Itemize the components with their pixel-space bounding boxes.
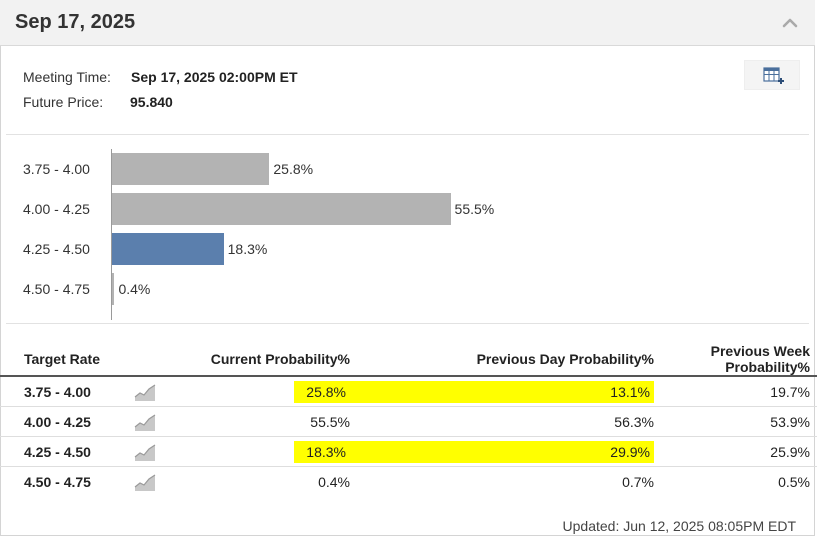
current-probability-cell: 0.4%: [194, 467, 350, 497]
col-current-probability[interactable]: Current Probability%: [194, 343, 350, 376]
previous-week-probability-cell: 19.7%: [654, 376, 817, 407]
probability-value: 53.9%: [770, 414, 810, 430]
target-rate-label: 3.75 - 4.00: [24, 384, 91, 400]
chart-category-label: 4.25 - 4.50: [23, 241, 90, 257]
previous-week-probability-cell: 0.5%: [654, 467, 817, 497]
table-row: 4.50 - 4.75 0.4% 0.7% 0.5%: [0, 467, 817, 497]
future-price-value: 95.840: [130, 94, 173, 110]
divider: [6, 323, 809, 324]
probability-value: 56.3%: [614, 414, 654, 430]
previous-day-probability-cell: 13.1%: [350, 376, 654, 407]
meeting-time-value: Sep 17, 2025 02:00PM ET: [131, 69, 298, 85]
probability-value: 0.7%: [622, 474, 654, 490]
table-row: 4.00 - 4.25 55.5% 56.3% 53.9%: [0, 407, 817, 437]
divider: [6, 134, 809, 135]
highlighted-value: 29.9%: [350, 441, 654, 463]
highlighted-value: 18.3%: [294, 441, 350, 463]
previous-day-probability-cell: 56.3%: [350, 407, 654, 437]
target-rate-cell: 3.75 - 4.00: [0, 376, 134, 407]
chart-bar: [112, 273, 114, 305]
col-target-rate[interactable]: Target Rate: [0, 343, 134, 376]
table-row: 4.25 - 4.50 18.3% 29.9% 25.9%: [0, 437, 817, 467]
target-rate-label: 4.00 - 4.25: [24, 414, 91, 430]
chart-category-label: 3.75 - 4.00: [23, 161, 90, 177]
current-probability-cell: 18.3%: [194, 437, 350, 467]
table-row: 3.75 - 4.00 25.8% 13.1% 19.7%: [0, 376, 817, 407]
panel-header[interactable]: Sep 17, 2025: [0, 0, 815, 46]
probability-value: 0.5%: [778, 474, 810, 490]
highlighted-value: 13.1%: [350, 381, 654, 403]
target-rate-cell: 4.25 - 4.50: [0, 437, 134, 467]
table-add-icon: [745, 61, 801, 91]
trend-chart-icon[interactable]: [134, 472, 156, 492]
table-view-button[interactable]: [744, 60, 800, 90]
chart-value-label: 55.5%: [455, 201, 495, 217]
current-probability-cell: 55.5%: [194, 407, 350, 437]
current-probability-cell: 25.8%: [194, 376, 350, 407]
chart-bar: [112, 153, 269, 185]
chart-bar: [112, 233, 224, 265]
chart-category-label: 4.50 - 4.75: [23, 281, 90, 297]
previous-week-probability-cell: 53.9%: [654, 407, 817, 437]
col-previous-week-probability[interactable]: Previous Week Probability%: [654, 343, 817, 376]
chart-category-label: 4.00 - 4.25: [23, 201, 90, 217]
chart-value-label: 0.4%: [118, 281, 150, 297]
previous-week-probability-cell: 25.9%: [654, 437, 817, 467]
meeting-date-title: Sep 17, 2025: [15, 11, 135, 34]
probability-value: 0.4%: [318, 474, 350, 490]
probability-table: Target Rate Current Probability% Previou…: [0, 343, 817, 496]
target-rate-label: 4.25 - 4.50: [24, 444, 91, 460]
trend-chart-icon[interactable]: [134, 412, 156, 432]
meeting-time-label: Meeting Time:: [23, 69, 111, 85]
trend-chart-icon[interactable]: [134, 442, 156, 462]
chevron-up-icon[interactable]: [779, 12, 801, 34]
chart-value-label: 18.3%: [228, 241, 268, 257]
trend-chart-icon[interactable]: [134, 382, 156, 402]
col-previous-day-probability[interactable]: Previous Day Probability%: [350, 343, 654, 376]
chart-value-label: 25.8%: [273, 161, 313, 177]
chart-row: 4.25 - 4.50 18.3%: [0, 233, 817, 265]
highlighted-value: 25.8%: [294, 381, 350, 403]
chart-row: 4.00 - 4.25 55.5%: [0, 193, 817, 225]
target-rate-cell: 4.50 - 4.75: [0, 467, 134, 497]
future-price-label: Future Price:: [23, 94, 103, 110]
probability-value: 55.5%: [310, 414, 350, 430]
chart-row: 3.75 - 4.00 25.8%: [0, 153, 817, 185]
chart-row: 4.50 - 4.75 0.4%: [0, 273, 817, 305]
chart-bar: [112, 193, 451, 225]
target-rate-cell: 4.00 - 4.25: [0, 407, 134, 437]
probability-value: 19.7%: [770, 384, 810, 400]
previous-day-probability-cell: 29.9%: [350, 437, 654, 467]
updated-timestamp: Updated: Jun 12, 2025 08:05PM EDT: [563, 518, 796, 534]
table-header-row: Target Rate Current Probability% Previou…: [0, 343, 817, 376]
target-rate-label: 4.50 - 4.75: [24, 474, 91, 490]
probability-value: 25.9%: [770, 444, 810, 460]
previous-day-probability-cell: 0.7%: [350, 467, 654, 497]
